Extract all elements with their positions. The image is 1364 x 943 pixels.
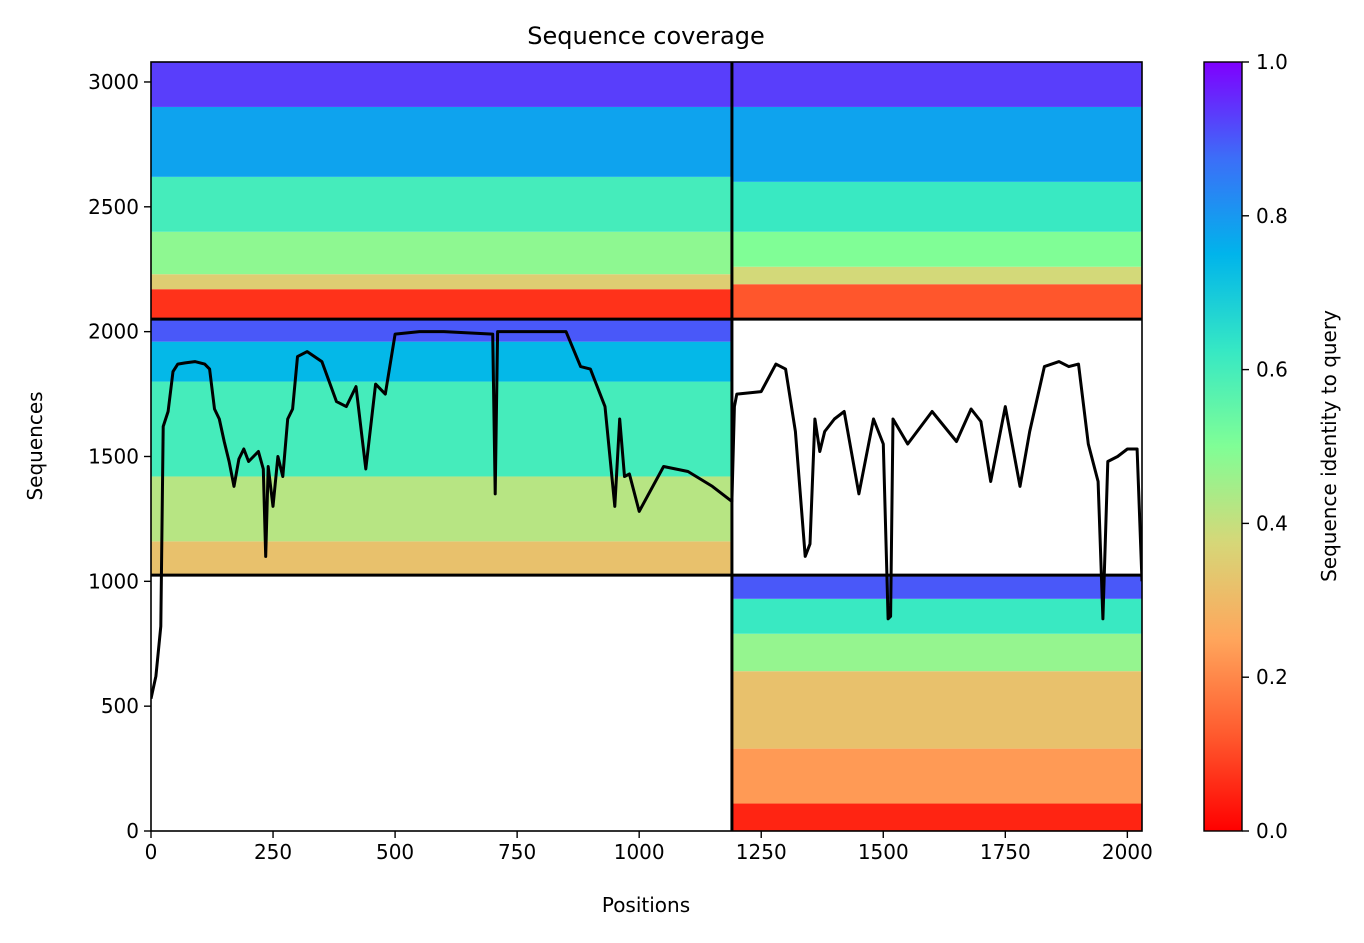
block-chain-A-complex — [151, 62, 732, 320]
identity-band — [151, 176, 732, 232]
identity-band — [151, 231, 732, 275]
identity-band — [731, 803, 1142, 831]
x-tick-label: 2000 — [1102, 840, 1153, 864]
identity-band — [731, 575, 1142, 599]
x-tick-label: 750 — [498, 840, 536, 864]
identity-band — [731, 633, 1142, 672]
x-tick-label: 500 — [376, 840, 414, 864]
x-tick-label: 1250 — [736, 840, 787, 864]
identity-band — [151, 62, 732, 107]
identity-band — [151, 341, 732, 382]
y-tick-label: 2500 — [88, 195, 139, 219]
identity-band — [731, 62, 1142, 107]
x-tick-label: 0 — [145, 840, 158, 864]
plot-frame — [150, 61, 1143, 832]
y-tick-label: 1500 — [88, 444, 139, 468]
identity-band — [731, 231, 1142, 267]
y-tick-label: 2000 — [88, 320, 139, 344]
identity-band — [731, 671, 1142, 749]
colorbar — [1203, 61, 1243, 832]
colorbar-tick-label: 0.2 — [1256, 665, 1288, 689]
y-tick-label: 1000 — [88, 569, 139, 593]
coverage-line-layer — [151, 330, 1142, 700]
coverage-line — [151, 330, 1142, 700]
identity-band — [731, 284, 1142, 320]
x-axis-label: Positions — [602, 893, 690, 917]
colorbar-label: Sequence identity to query — [1317, 310, 1341, 582]
identity-band — [731, 181, 1142, 232]
identity-band — [731, 266, 1142, 285]
y-axis-label: Sequences — [23, 391, 47, 500]
block-chain-B — [731, 575, 1142, 831]
identity-band — [151, 541, 732, 576]
colorbar-tick-label: 0.0 — [1256, 819, 1288, 843]
colorbar-tick-label: 0.8 — [1256, 204, 1288, 228]
block-chain-A — [151, 319, 732, 576]
y-tick-label: 3000 — [88, 70, 139, 94]
identity-band — [151, 476, 732, 542]
colorbar-tick-label: 0.6 — [1256, 358, 1288, 382]
identity-band — [731, 106, 1142, 182]
colorbar-tick-label: 0.4 — [1256, 511, 1288, 535]
identity-band — [731, 748, 1142, 804]
identity-band — [151, 289, 732, 320]
identity-band — [151, 274, 732, 290]
msa-blocks — [151, 62, 1142, 831]
x-tick-label: 250 — [254, 840, 292, 864]
y-tick-label: 0 — [126, 819, 139, 843]
y-tick-label: 500 — [101, 694, 139, 718]
identity-band — [151, 106, 732, 177]
x-axis-ticks: 0 250 500 750 1000 1250 1500 1750 2000 — [145, 831, 1153, 864]
colorbar-tick-label: 1.0 — [1256, 50, 1288, 74]
block-chain-B-complex — [731, 62, 1142, 320]
x-tick-label: 1500 — [858, 840, 909, 864]
identity-band — [731, 598, 1142, 634]
y-axis-ticks: 0 500 1000 1500 2000 2500 3000 — [88, 70, 151, 843]
x-tick-label: 1000 — [614, 840, 665, 864]
colorbar-ticks: 0.0 0.2 0.4 0.6 0.8 1.0 — [1242, 50, 1288, 843]
x-tick-label: 1750 — [980, 840, 1031, 864]
chart-title: Sequence coverage — [527, 22, 764, 50]
